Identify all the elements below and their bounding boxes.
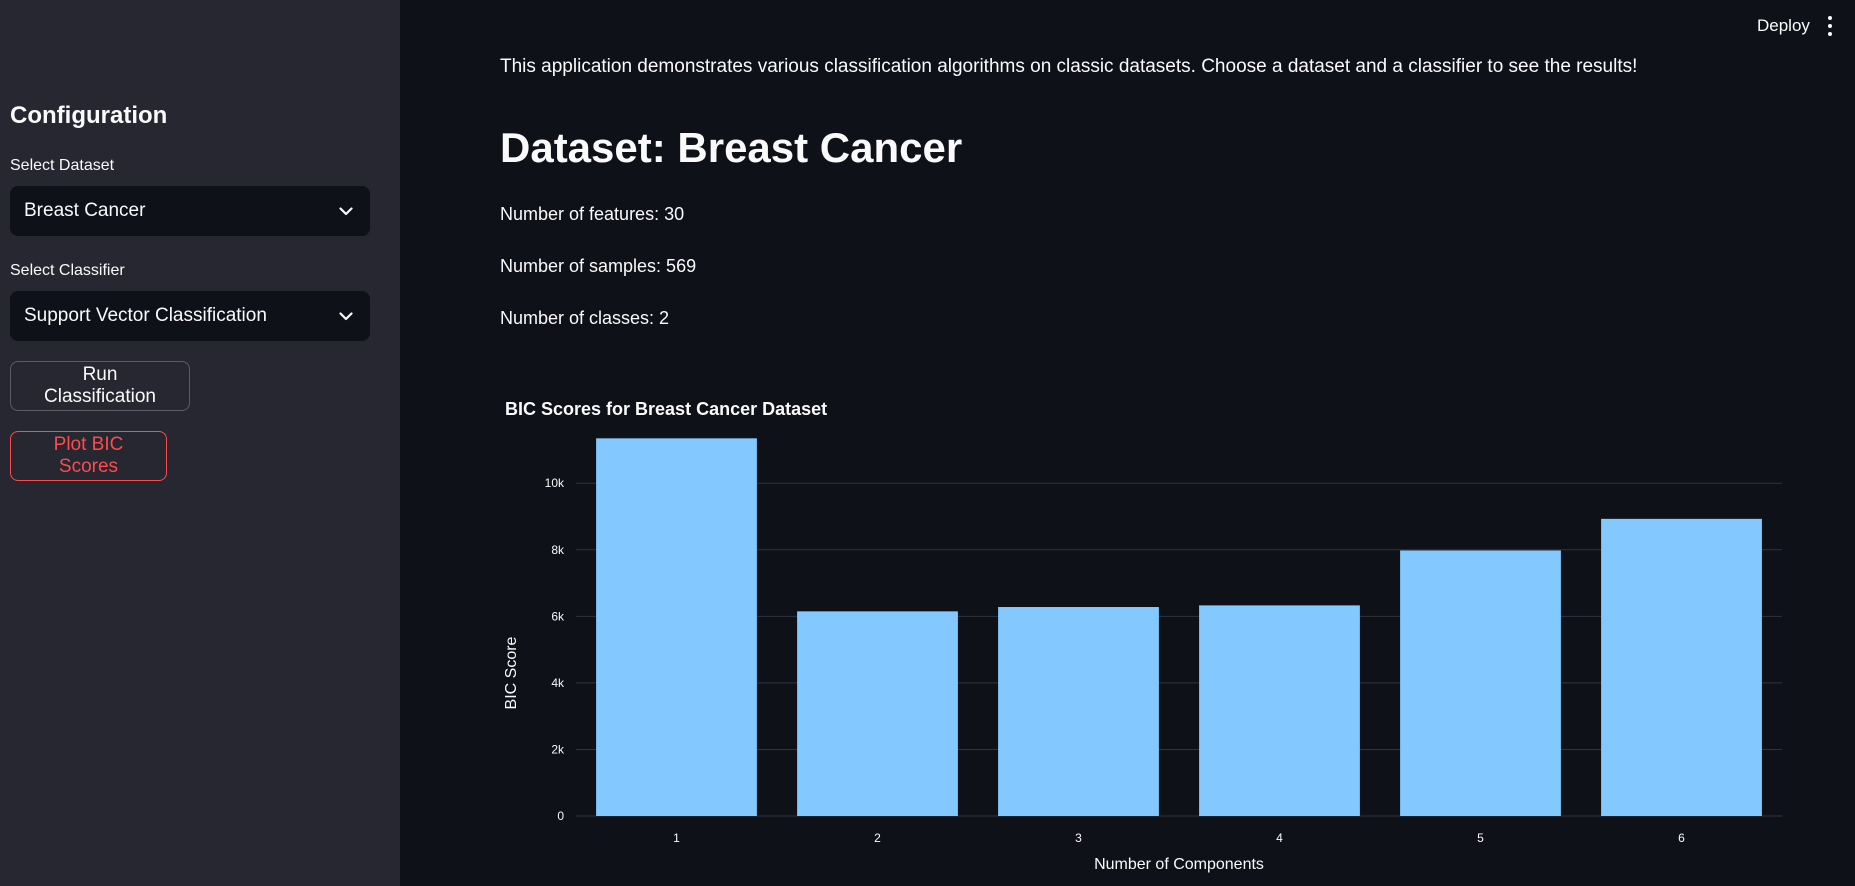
bic-bar-chart: 0 2k 4k 6k 8k 10k 1 2 3 4 5 6 BIC Score Number of … [503, 438, 1782, 873]
chevron-down-icon [336, 201, 356, 221]
bar-1[interactable] [596, 438, 757, 816]
y-tick-label: 10k [545, 476, 565, 490]
bar-2[interactable] [797, 611, 958, 816]
x-tick-label: 1 [673, 831, 680, 845]
classifier-select[interactable]: Support Vector Classification [10, 291, 370, 341]
y-tick-label: 2k [551, 742, 565, 756]
main-menu-icon[interactable] [1822, 14, 1838, 38]
x-tick-label: 2 [874, 831, 881, 845]
y-tick-label: 4k [551, 676, 565, 690]
bar-5[interactable] [1400, 550, 1561, 816]
classifier-label: Select Classifier [10, 262, 125, 279]
y-tick-label: 6k [551, 609, 565, 623]
x-tick-label: 6 [1678, 831, 1685, 845]
x-axis-title: Number of Components [1094, 856, 1264, 873]
plot-bic-scores-button[interactable]: Plot BIC Scores [10, 431, 167, 481]
dataset-select-value: Breast Cancer [24, 200, 146, 221]
y-tick-label: 0 [557, 809, 564, 823]
bar-3[interactable] [998, 607, 1159, 816]
y-axis-title: BIC Score [503, 636, 520, 709]
chevron-down-icon [336, 306, 356, 326]
y-tick-label: 8k [551, 543, 565, 557]
x-tick-label: 4 [1276, 831, 1283, 845]
x-tick-label: 5 [1477, 831, 1484, 845]
samples-count: Number of samples: 569 [500, 256, 697, 276]
dataset-label: Select Dataset [10, 157, 115, 174]
bar-4[interactable] [1199, 605, 1360, 816]
intro-text: This application demonstrates various cl… [500, 56, 1638, 77]
features-count: Number of features: 30 [500, 204, 685, 224]
deploy-button[interactable]: Deploy [1757, 16, 1810, 35]
sidebar-title: Configuration [10, 102, 168, 129]
chart-title: BIC Scores for Breast Cancer Dataset [505, 399, 828, 419]
run-classification-button[interactable]: Run Classification [10, 361, 190, 411]
classes-count: Number of classes: 2 [500, 308, 670, 328]
classifier-select-value: Support Vector Classification [24, 305, 267, 326]
sidebar: Configuration Select Dataset Breast Canc… [0, 0, 400, 886]
dataset-select[interactable]: Breast Cancer [10, 186, 370, 236]
bar-6[interactable] [1601, 518, 1762, 816]
x-tick-label: 3 [1075, 831, 1082, 845]
dataset-heading: Dataset: Breast Cancer [500, 124, 963, 171]
